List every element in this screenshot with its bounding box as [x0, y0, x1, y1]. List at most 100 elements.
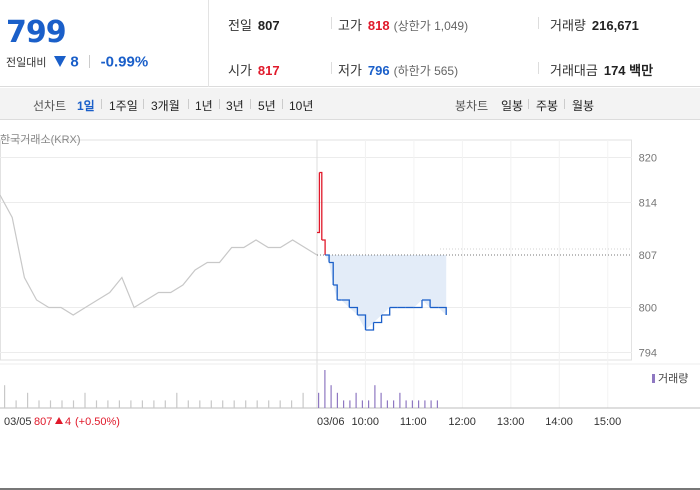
volume-bar-prev	[38, 400, 40, 408]
y-tick-label: 820	[639, 153, 657, 165]
quote-header: 799 전일대비 8 -0.99% 전일 807 고가 818 (상한가 1,049)…	[0, 0, 700, 87]
tab-weekly-candle[interactable]: 주봉	[536, 99, 559, 113]
series-segment-03-06	[438, 306, 447, 315]
x-tick-label: 12:00	[448, 416, 476, 428]
data-source: 한국거래소(KRX)	[0, 134, 81, 146]
stat-low: 저가 796 (하한가 565)	[338, 63, 459, 78]
tab-3m[interactable]: 3개월	[151, 99, 180, 113]
x-tick-label: 03/06	[317, 416, 345, 428]
stat-amount: 거래대금 174 백만	[550, 63, 654, 78]
tab-1w[interactable]: 1주일	[109, 99, 138, 113]
volume-bar-prev	[49, 400, 52, 408]
volume-bar-prev	[187, 400, 189, 408]
change-rate: -0.99%	[100, 53, 149, 71]
y-tick-label: 800	[639, 303, 657, 315]
prev-summary-date: 03/05	[4, 416, 32, 428]
stat-high: 고가 818 (상한가 1,049)	[338, 18, 469, 33]
series-segment-03-06	[413, 300, 423, 309]
series-segment-03-06	[319, 171, 323, 240]
volume-bar-prev	[4, 385, 6, 408]
divider	[89, 55, 91, 69]
volume-bar-today	[399, 392, 401, 408]
volume-bar-today	[343, 400, 345, 408]
divider	[143, 99, 144, 109]
x-tick-label: 13:00	[497, 416, 525, 428]
prev-day-series	[0, 194, 318, 316]
series-segment-03-06	[349, 306, 359, 315]
volume-bar-today	[368, 400, 370, 408]
tab-1d[interactable]: 1일	[77, 99, 95, 113]
volume-bar-today	[355, 392, 357, 408]
chart-period-tabs: 선차트 1일 1주일 3개월 1년 3년 5년 10년 봉차트 일봉 주봉 월봉	[0, 88, 700, 120]
price-box: 799 전일대비 8 -0.99%	[0, 0, 209, 87]
today-series	[317, 171, 447, 331]
volume-bar-today	[386, 400, 388, 408]
volume-bar-prev	[164, 400, 166, 408]
divider	[538, 17, 539, 29]
change-label: 전일대비	[6, 56, 47, 69]
divider	[188, 99, 189, 109]
y-tick-label: 814	[639, 198, 657, 210]
volume-bar-prev	[84, 392, 86, 408]
tab-1y[interactable]: 1년	[195, 99, 213, 113]
stat-open: 시가 817	[228, 63, 280, 78]
volume-bar-today	[411, 400, 413, 408]
volume-bar-today	[324, 370, 326, 408]
divider	[528, 99, 529, 109]
volume-bar-today	[405, 400, 407, 408]
series-segment-03-06	[317, 172, 321, 234]
series-segment-03-06	[422, 299, 431, 308]
divider	[564, 99, 565, 109]
volume-bar-prev	[279, 400, 281, 408]
volume-bar-today	[330, 385, 332, 408]
stat-prev-close: 전일 807	[228, 18, 280, 33]
series-line-03-05	[0, 194, 318, 316]
series-segment-03-06	[341, 299, 350, 308]
volume-legend-swatch	[652, 374, 655, 383]
volume-bar-prev	[72, 400, 75, 408]
volume-bar-prev	[302, 392, 304, 408]
volume-bar-prev	[27, 392, 29, 408]
volume-bar-today	[380, 392, 382, 408]
volume-bar-prev	[153, 400, 155, 408]
volume-bar-prev	[222, 400, 224, 408]
series-segment-03-06	[329, 261, 334, 285]
y-tick-label: 807	[639, 250, 657, 262]
volume-bar-prev	[245, 400, 247, 408]
series-segment-03-06	[373, 315, 383, 324]
up-triangle-icon	[55, 417, 63, 424]
volume-bar-prev	[256, 400, 258, 408]
volume-bars	[0, 363, 700, 409]
current-price: 799	[6, 15, 67, 50]
chart-grid	[0, 139, 632, 408]
series-segment-03-06	[365, 322, 375, 331]
volume-bar-prev	[141, 400, 143, 408]
volume-bar-today	[424, 400, 426, 408]
volume-bar-prev	[210, 400, 212, 408]
y-axis: 820 814 807 800 794	[639, 153, 657, 360]
volume-bar-prev	[130, 400, 132, 408]
tab-daily-candle[interactable]: 일봉	[501, 99, 524, 113]
volume-bar-prev	[268, 400, 270, 408]
divider	[219, 99, 220, 109]
volume-bar-today	[418, 400, 420, 408]
bottom-border	[0, 488, 700, 490]
series-segment-03-06	[357, 314, 367, 330]
volume-bar-prev	[176, 392, 178, 408]
tab-10y[interactable]: 10년	[289, 99, 314, 113]
volume-bar-today	[430, 400, 432, 408]
volume-bar-today	[349, 400, 351, 408]
series-segment-03-06	[321, 239, 326, 255]
x-tick-label: 15:00	[594, 416, 622, 428]
change-line: 전일대비 8 -0.99%	[6, 53, 148, 71]
volume-bar-prev	[61, 400, 63, 408]
stat-volume: 거래량 216,671	[550, 18, 639, 33]
tab-monthly-candle[interactable]: 월봉	[572, 99, 595, 113]
tab-3y[interactable]: 3년	[226, 99, 244, 113]
x-tick-label: 10:00	[351, 416, 379, 428]
down-arrow-icon	[53, 56, 66, 68]
tab-5y[interactable]: 5년	[258, 99, 276, 113]
volume-bar-today	[361, 400, 363, 408]
volume-legend: 거래량	[658, 372, 688, 385]
divider	[282, 99, 283, 109]
